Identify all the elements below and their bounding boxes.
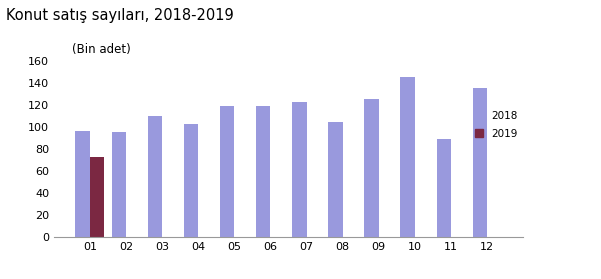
Bar: [75, 131, 90, 237]
Bar: [184, 124, 198, 237]
Text: Konut satış sayıları, 2018-2019: Konut satış sayıları, 2018-2019: [6, 8, 234, 23]
Bar: [472, 88, 487, 237]
Bar: [364, 99, 379, 237]
Bar: [112, 132, 126, 237]
Bar: [256, 106, 270, 237]
Bar: [292, 102, 307, 237]
Bar: [328, 122, 343, 237]
Bar: [220, 106, 234, 237]
Bar: [436, 140, 451, 237]
Bar: [148, 116, 162, 237]
Bar: [400, 77, 415, 237]
Bar: [90, 157, 105, 237]
Legend: 2018, 2019: 2018, 2019: [475, 110, 517, 139]
Text: (Bin adet): (Bin adet): [72, 43, 130, 56]
